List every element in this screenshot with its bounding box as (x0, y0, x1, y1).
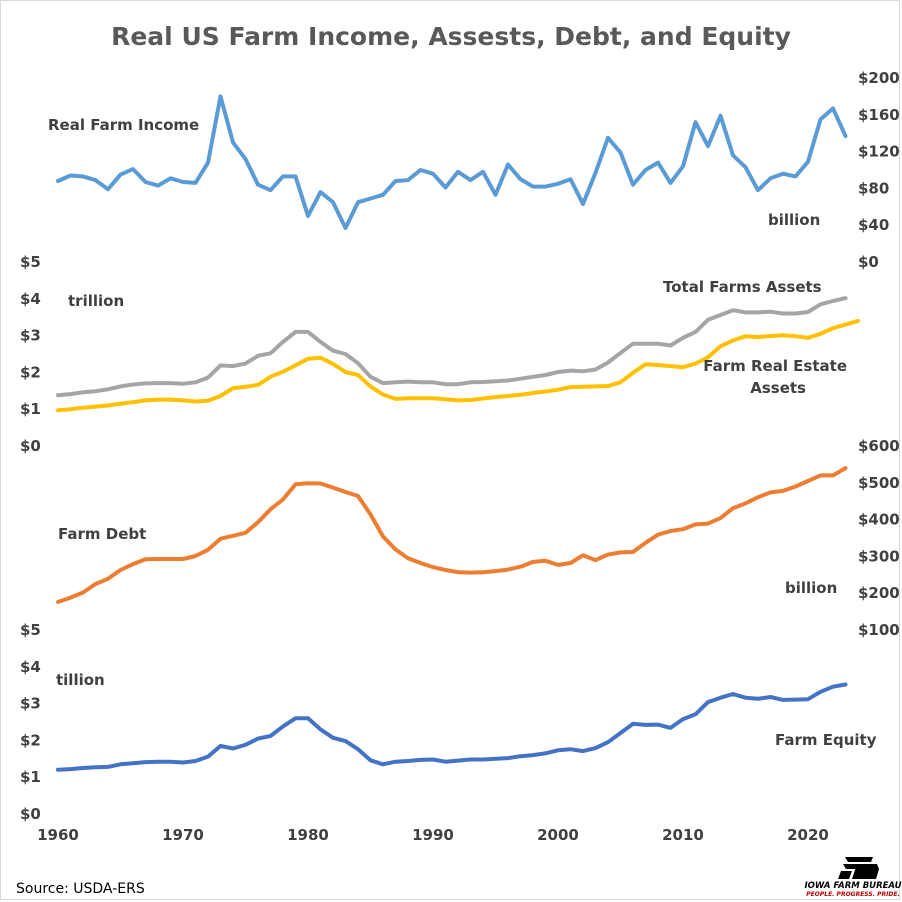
source-note: Source: USDA-ERS (16, 881, 145, 897)
y-tick-label-panel3: $500 (858, 474, 900, 492)
y-tick-label-panel2: $4 (20, 290, 41, 308)
y-tick-label-panel1: $40 (858, 216, 889, 234)
debt-label: Farm Debt (58, 525, 146, 543)
total-assets-label: Total Farms Assets (663, 278, 822, 296)
assets-unit-label: trillion (68, 292, 124, 310)
y-tick-label-panel3: $600 (858, 437, 900, 455)
x-tick-label: 1980 (287, 826, 329, 844)
fb-mark-icon (838, 857, 879, 879)
y-tick-label-panel4: $2 (20, 731, 41, 749)
series-line-real-farm-income (56, 94, 848, 230)
axis-ticks: $0 $40 $80 $120 $160 $200 $0 $1 $2 $3 $4 $5 $100 $200… (20, 69, 900, 844)
x-tick-label: 1970 (162, 826, 204, 844)
y-tick-label-panel2: $2 (20, 363, 41, 381)
x-tick-label: 1990 (412, 826, 454, 844)
y-tick-label-panel1: $80 (858, 179, 889, 197)
y-tick-label-panel2: $1 (20, 400, 41, 418)
y-tick-label-panel2: $5 (20, 253, 41, 271)
series-line-total-farms-assets (56, 296, 848, 398)
series-lines (56, 94, 860, 772)
y-tick-label-panel1: $0 (858, 253, 879, 271)
y-tick-label-panel3: $200 (858, 584, 900, 602)
logo-tagline: PEOPLE. PROGRESS. PRIDE. (806, 891, 899, 898)
y-tick-label-panel2: $0 (20, 437, 41, 455)
y-tick-label-panel4: $5 (20, 621, 41, 639)
y-tick-label-panel1: $120 (858, 143, 900, 161)
series-line-farm-equity (56, 682, 848, 772)
series-line-farm-debt (56, 466, 848, 604)
y-tick-label-panel1: $200 (858, 69, 900, 87)
iowa-farm-bureau-logo: IOWA FARM BUREAU PEOPLE. PROGRESS. PRIDE… (804, 857, 902, 898)
logo-name: IOWA FARM BUREAU (804, 881, 901, 891)
y-tick-label-panel4: $0 (20, 805, 41, 823)
y-tick-label-panel4: $4 (20, 658, 41, 676)
x-tick-label: 2000 (537, 826, 579, 844)
real-estate-label-line2: Assets (750, 379, 806, 397)
income-unit-label: billion (768, 211, 820, 229)
y-tick-label-panel3: $400 (858, 511, 900, 529)
debt-unit-label: billion (785, 579, 837, 597)
y-tick-label-panel4: $3 (20, 695, 41, 713)
y-tick-label-panel3: $100 (858, 621, 900, 639)
real-estate-label-line1: Farm Real Estate (703, 357, 847, 375)
equity-unit-label: tillion (56, 671, 105, 689)
chart-title: Real US Farm Income, Assests, Debt, and … (111, 22, 791, 51)
equity-label: Farm Equity (775, 731, 877, 749)
series-line-farm-real-estate-assets (56, 318, 860, 413)
income-label: Real Farm Income (48, 116, 199, 134)
y-tick-label-panel3: $300 (858, 547, 900, 565)
y-tick-label-panel2: $3 (20, 327, 41, 345)
y-tick-label-panel1: $160 (858, 106, 900, 124)
y-tick-label-panel4: $1 (20, 768, 41, 786)
x-tick-label: 2010 (662, 826, 704, 844)
x-tick-label: 2020 (787, 826, 829, 844)
x-tick-label: 1960 (37, 826, 79, 844)
